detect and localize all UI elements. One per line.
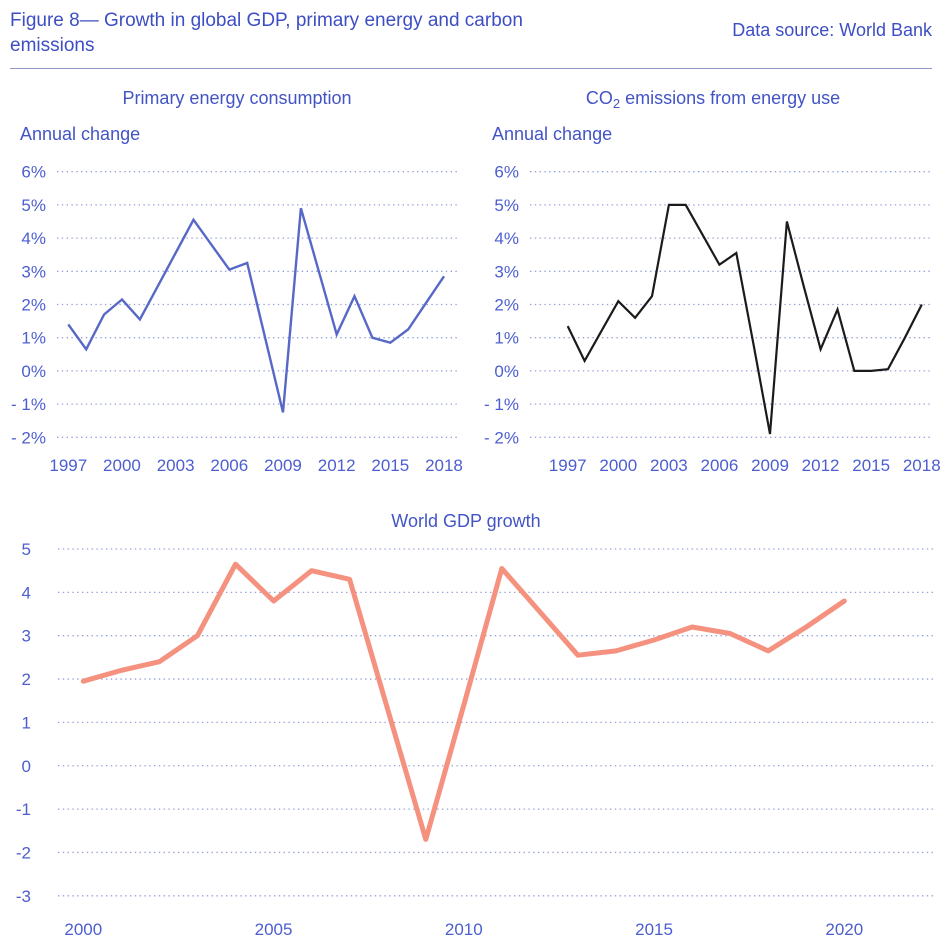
x-tick-label: 2015 <box>635 920 673 939</box>
y-tick-label: 0% <box>21 362 46 381</box>
x-tick-label: 2015 <box>371 456 409 475</box>
y-tick-label: 3% <box>494 262 519 281</box>
y-tick-label: 2% <box>494 296 519 315</box>
x-tick-label: 2015 <box>852 456 890 475</box>
x-tick-label: 2000 <box>599 456 637 475</box>
figure-title: Figure 8— Growth in global GDP, primary … <box>10 8 650 58</box>
x-tick-label: 2009 <box>264 456 302 475</box>
y-tick-label: 1 <box>22 713 31 732</box>
figure-title-line2: emissions <box>10 35 95 56</box>
chart-title: Primary energy consumption <box>122 88 351 108</box>
y-tick-label: 3 <box>22 627 31 646</box>
x-tick-label: 2003 <box>157 456 195 475</box>
x-tick-label: 2003 <box>650 456 688 475</box>
x-tick-label: 1997 <box>49 456 87 475</box>
y-tick-label: 4 <box>22 583 31 602</box>
x-tick-label: 2006 <box>701 456 739 475</box>
chart-title: CO2 emissions from energy use <box>586 88 840 111</box>
x-tick-label: 2020 <box>825 920 863 939</box>
y-tick-label: -2 <box>16 843 31 862</box>
series-line <box>67 207 445 413</box>
x-tick-label: 2006 <box>210 456 248 475</box>
series-line <box>566 203 923 435</box>
y-tick-label: - 1% <box>11 395 46 414</box>
y-tick-label: - 2% <box>11 428 46 447</box>
y-tick-label: 2 <box>22 670 31 689</box>
x-tick-label: 2012 <box>802 456 840 475</box>
data-source-label: Data source: World Bank <box>732 20 932 40</box>
y-tick-label: - 1% <box>484 395 519 414</box>
x-tick-label: 2012 <box>318 456 356 475</box>
y-tick-label: -1 <box>16 800 31 819</box>
y-tick-label: -3 <box>16 887 31 906</box>
y-tick-label: 5% <box>494 196 519 215</box>
chart-title: World GDP growth <box>391 511 540 531</box>
x-tick-label: 2010 <box>445 920 483 939</box>
gdp-growth-chart: 5 4 3 2 1 0 -1 -2 -3 2000 2005 2010 2015 2020 World GD… <box>16 511 934 939</box>
y-tick-label: 2% <box>21 296 46 315</box>
y-tick-label: 3% <box>21 262 46 281</box>
axis-label-annual-change: Annual change <box>20 124 140 144</box>
y-tick-label: 4% <box>21 229 46 248</box>
y-tick-label: 1% <box>494 329 519 348</box>
y-tick-label: 6% <box>494 163 519 182</box>
y-tick-label: 6% <box>21 163 46 182</box>
y-tick-label: 0% <box>494 362 519 381</box>
y-tick-label: 0 <box>22 757 31 776</box>
y-tick-label: 4% <box>494 229 519 248</box>
x-tick-label: 2009 <box>751 456 789 475</box>
figure-title-line1: Figure 8— Growth in global GDP, primary … <box>10 10 523 31</box>
x-tick-label: 2000 <box>64 920 102 939</box>
primary-energy-chart: 6% 5% 4% 3% 2% 1% 0% - 1% - 2%1997 2000 2003 2006 20… <box>11 88 463 475</box>
y-tick-label: - 2% <box>484 428 519 447</box>
header-divider <box>10 68 932 69</box>
axis-label-annual-change: Annual change <box>492 124 612 144</box>
x-tick-label: 2018 <box>425 456 463 475</box>
x-tick-label: 2018 <box>903 456 941 475</box>
y-tick-label: 5 <box>22 540 31 559</box>
co2-emissions-chart: 6% 5% 4% 3% 2% 1% 0% - 1% - 2% 1997 2000 2003 2006 20… <box>484 88 941 475</box>
series-line <box>80 561 847 842</box>
x-tick-label: 2005 <box>255 920 293 939</box>
y-tick-label: 5% <box>21 196 46 215</box>
x-tick-label: 1997 <box>549 456 587 475</box>
y-tick-label: 1% <box>21 329 46 348</box>
x-tick-label: 2000 <box>103 456 141 475</box>
